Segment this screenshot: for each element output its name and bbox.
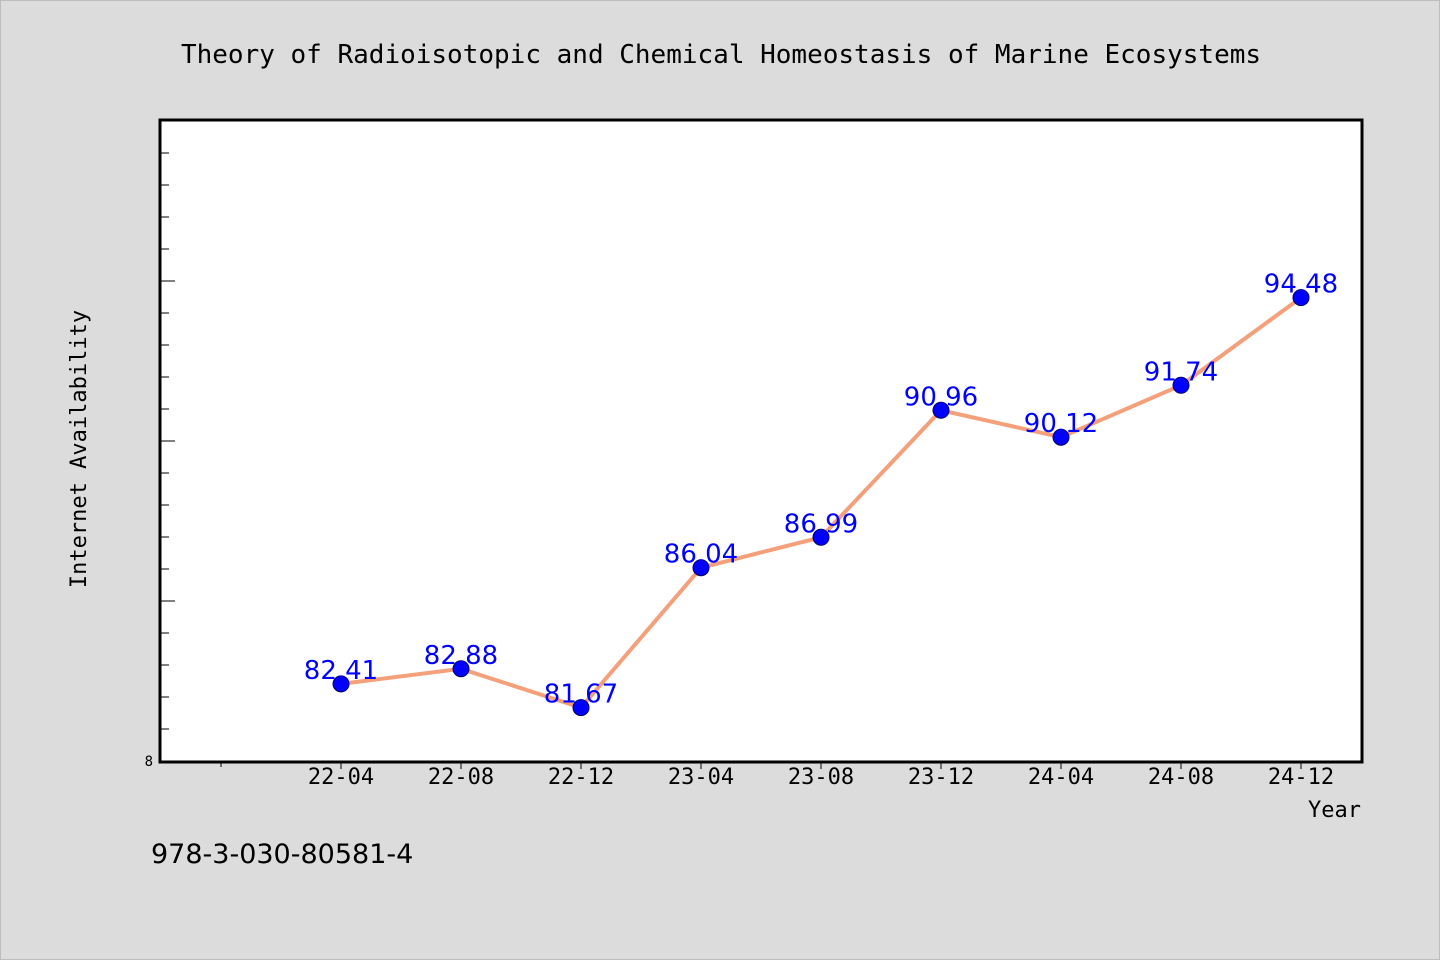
data-label: 81.67	[544, 680, 618, 710]
y-axis-label: Internet Availability	[67, 310, 92, 588]
x-tick-label: 24-12	[1268, 765, 1334, 790]
data-label: 91.74	[1144, 357, 1218, 387]
data-label: 86.99	[784, 509, 858, 539]
y-axis-ticks	[161, 152, 175, 730]
x-tick-label: 22-04	[308, 765, 374, 790]
x-tick-label: 23-04	[668, 765, 734, 790]
chart-title: Theory of Radioisotopic and Chemical Hom…	[181, 40, 1261, 70]
data-point	[572, 699, 590, 717]
plot-area	[158, 118, 1364, 764]
x-axis-label: Year	[1308, 798, 1361, 823]
data-label: 82.88	[424, 641, 498, 671]
data-point	[932, 401, 950, 419]
y-tick-label: 8	[145, 754, 153, 770]
data-point	[1292, 289, 1310, 307]
data-label: 90.96	[904, 382, 978, 412]
data-label: 90.12	[1024, 409, 1098, 439]
x-tick-label: 22-12	[548, 765, 614, 790]
data-label: 94.48	[1264, 270, 1338, 300]
x-tick-label: 22-08	[428, 765, 494, 790]
isbn-note: 978-3-030-80581-4	[151, 839, 413, 870]
x-tick-label: 24-08	[1148, 765, 1214, 790]
data-point	[332, 675, 350, 693]
data-point	[452, 660, 470, 678]
data-label: 86.04	[664, 540, 738, 570]
data-point	[1052, 428, 1070, 446]
x-tick-label: 23-12	[908, 765, 974, 790]
x-tick-label: 23-08	[788, 765, 854, 790]
x-tick-label: 24-04	[1028, 765, 1094, 790]
x-axis-ticks: 22-04 22-08 22-12 23-04 23-08 23-12 24-04 24-08…	[220, 761, 1334, 790]
data-label: 82.41	[304, 656, 378, 686]
series-line-group: 82.41 82.88 81.67 86.04 86.99 90.96 90.12 91.74…	[304, 270, 1338, 717]
data-point	[1172, 376, 1190, 394]
data-point	[812, 528, 830, 546]
data-point	[692, 559, 710, 577]
